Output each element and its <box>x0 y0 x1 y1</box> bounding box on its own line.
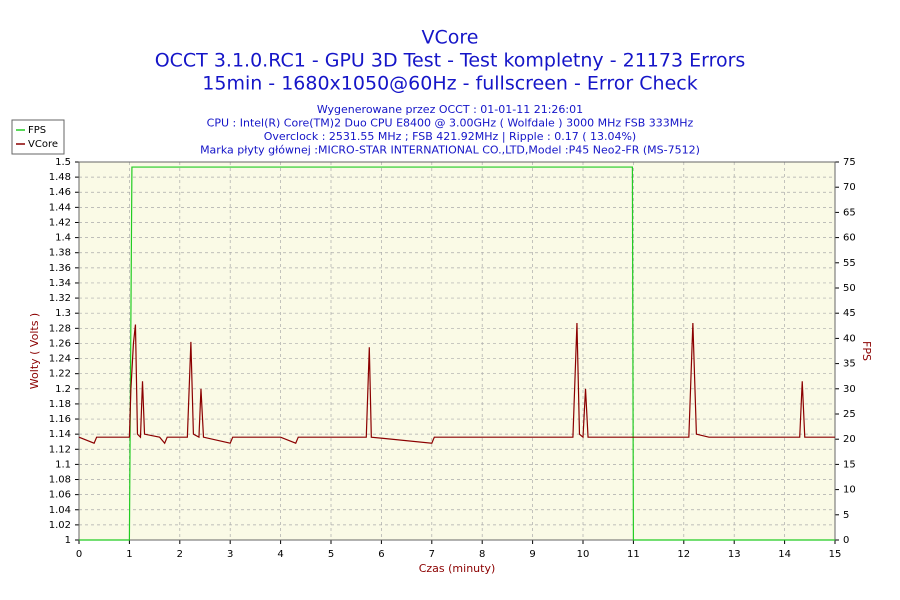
subtitle: Marka płyty głównej :MICRO-STAR INTERNAT… <box>200 144 700 157</box>
y2-tick-label: 75 <box>843 157 856 168</box>
y2-tick-label: 10 <box>843 485 856 496</box>
subtitle: CPU : Intel(R) Core(TM)2 Duo CPU E8400 @… <box>207 117 694 130</box>
x-tick-label: 2 <box>177 549 183 560</box>
y2-tick-label: 40 <box>843 333 856 344</box>
y2-axis-label: FPS <box>860 341 873 361</box>
x-tick-label: 9 <box>529 549 535 560</box>
x-tick-label: 5 <box>328 549 334 560</box>
y-tick-label: 1.32 <box>49 293 71 304</box>
x-tick-label: 10 <box>577 549 590 560</box>
subtitle: Wygenerowane przez OCCT : 01-01-11 21:26… <box>317 103 583 116</box>
x-tick-label: 7 <box>429 549 435 560</box>
y2-tick-label: 70 <box>843 182 856 193</box>
y2-tick-label: 0 <box>843 535 849 546</box>
y2-tick-label: 25 <box>843 409 856 420</box>
y2-tick-label: 15 <box>843 459 856 470</box>
y2-tick-label: 5 <box>843 510 849 521</box>
y2-tick-label: 35 <box>843 359 856 370</box>
plot-border <box>78 161 836 541</box>
y-tick-label: 1.48 <box>49 172 71 183</box>
y-tick-label: 1.26 <box>49 338 71 349</box>
x-tick-label: 8 <box>479 549 485 560</box>
chart-title: VCore <box>422 27 479 49</box>
y2-tick-label: 30 <box>843 384 856 395</box>
x-tick-label: 13 <box>728 549 741 560</box>
chart-title: 15min - 1680x1050@60Hz - fullscreen - Er… <box>202 73 697 95</box>
y-tick-label: 1.46 <box>49 187 71 198</box>
chart-title: OCCT 3.1.0.RC1 - GPU 3D Test - Test komp… <box>155 50 746 72</box>
subtitle: Overclock : 2531.55 MHz ; FSB 421.92MHz … <box>264 130 636 143</box>
y-tick-label: 1.4 <box>55 233 71 244</box>
y-tick-label: 1.3 <box>55 308 71 319</box>
y-tick-label: 1.5 <box>55 157 71 168</box>
y2-tick-label: 65 <box>843 207 856 218</box>
y2-tick-label: 20 <box>843 434 856 445</box>
legend-label: FPS <box>28 125 46 136</box>
x-tick-label: 3 <box>227 549 233 560</box>
y-tick-label: 1.16 <box>49 414 71 425</box>
y-tick-label: 1 <box>65 535 71 546</box>
y-tick-label: 1.24 <box>49 354 71 365</box>
y-tick-label: 1.02 <box>49 520 71 531</box>
x-tick-label: 0 <box>76 549 82 560</box>
y-tick-label: 1.12 <box>49 444 71 455</box>
y-tick-label: 1.42 <box>49 217 71 228</box>
y2-tick-label: 55 <box>843 258 856 269</box>
y-tick-label: 1.44 <box>49 202 71 213</box>
x-tick-label: 11 <box>627 549 640 560</box>
x-tick-label: 6 <box>378 549 384 560</box>
y2-tick-label: 50 <box>843 283 856 294</box>
y-tick-label: 1.06 <box>49 490 71 501</box>
x-axis-label: Czas (minuty) <box>419 562 496 575</box>
y2-tick-label: 45 <box>843 308 856 319</box>
y2-tick-label: 60 <box>843 233 856 244</box>
x-tick-label: 1 <box>126 549 132 560</box>
y-tick-label: 1.18 <box>49 399 71 410</box>
y-tick-label: 1.14 <box>49 429 71 440</box>
x-tick-label: 15 <box>829 549 842 560</box>
y-tick-label: 1.34 <box>49 278 71 289</box>
plot-area <box>78 161 836 541</box>
series-line <box>79 166 835 541</box>
y-tick-label: 1.1 <box>55 459 71 470</box>
y-tick-label: 1.22 <box>49 369 71 380</box>
y-tick-label: 1.08 <box>49 475 71 486</box>
legend-box <box>11 119 65 155</box>
y-tick-label: 1.28 <box>49 323 71 334</box>
y-tick-label: 1.2 <box>55 384 71 395</box>
y-tick-label: 1.36 <box>49 263 71 274</box>
y-axis-label: Wolty ( Volts ) <box>28 313 41 389</box>
y-tick-label: 1.38 <box>49 248 71 259</box>
series-line <box>78 323 835 445</box>
legend-label: VCore <box>28 139 58 150</box>
x-tick-label: 14 <box>778 549 791 560</box>
x-tick-label: 4 <box>277 549 283 560</box>
x-tick-label: 12 <box>677 549 690 560</box>
y-tick-label: 1.04 <box>49 505 71 516</box>
